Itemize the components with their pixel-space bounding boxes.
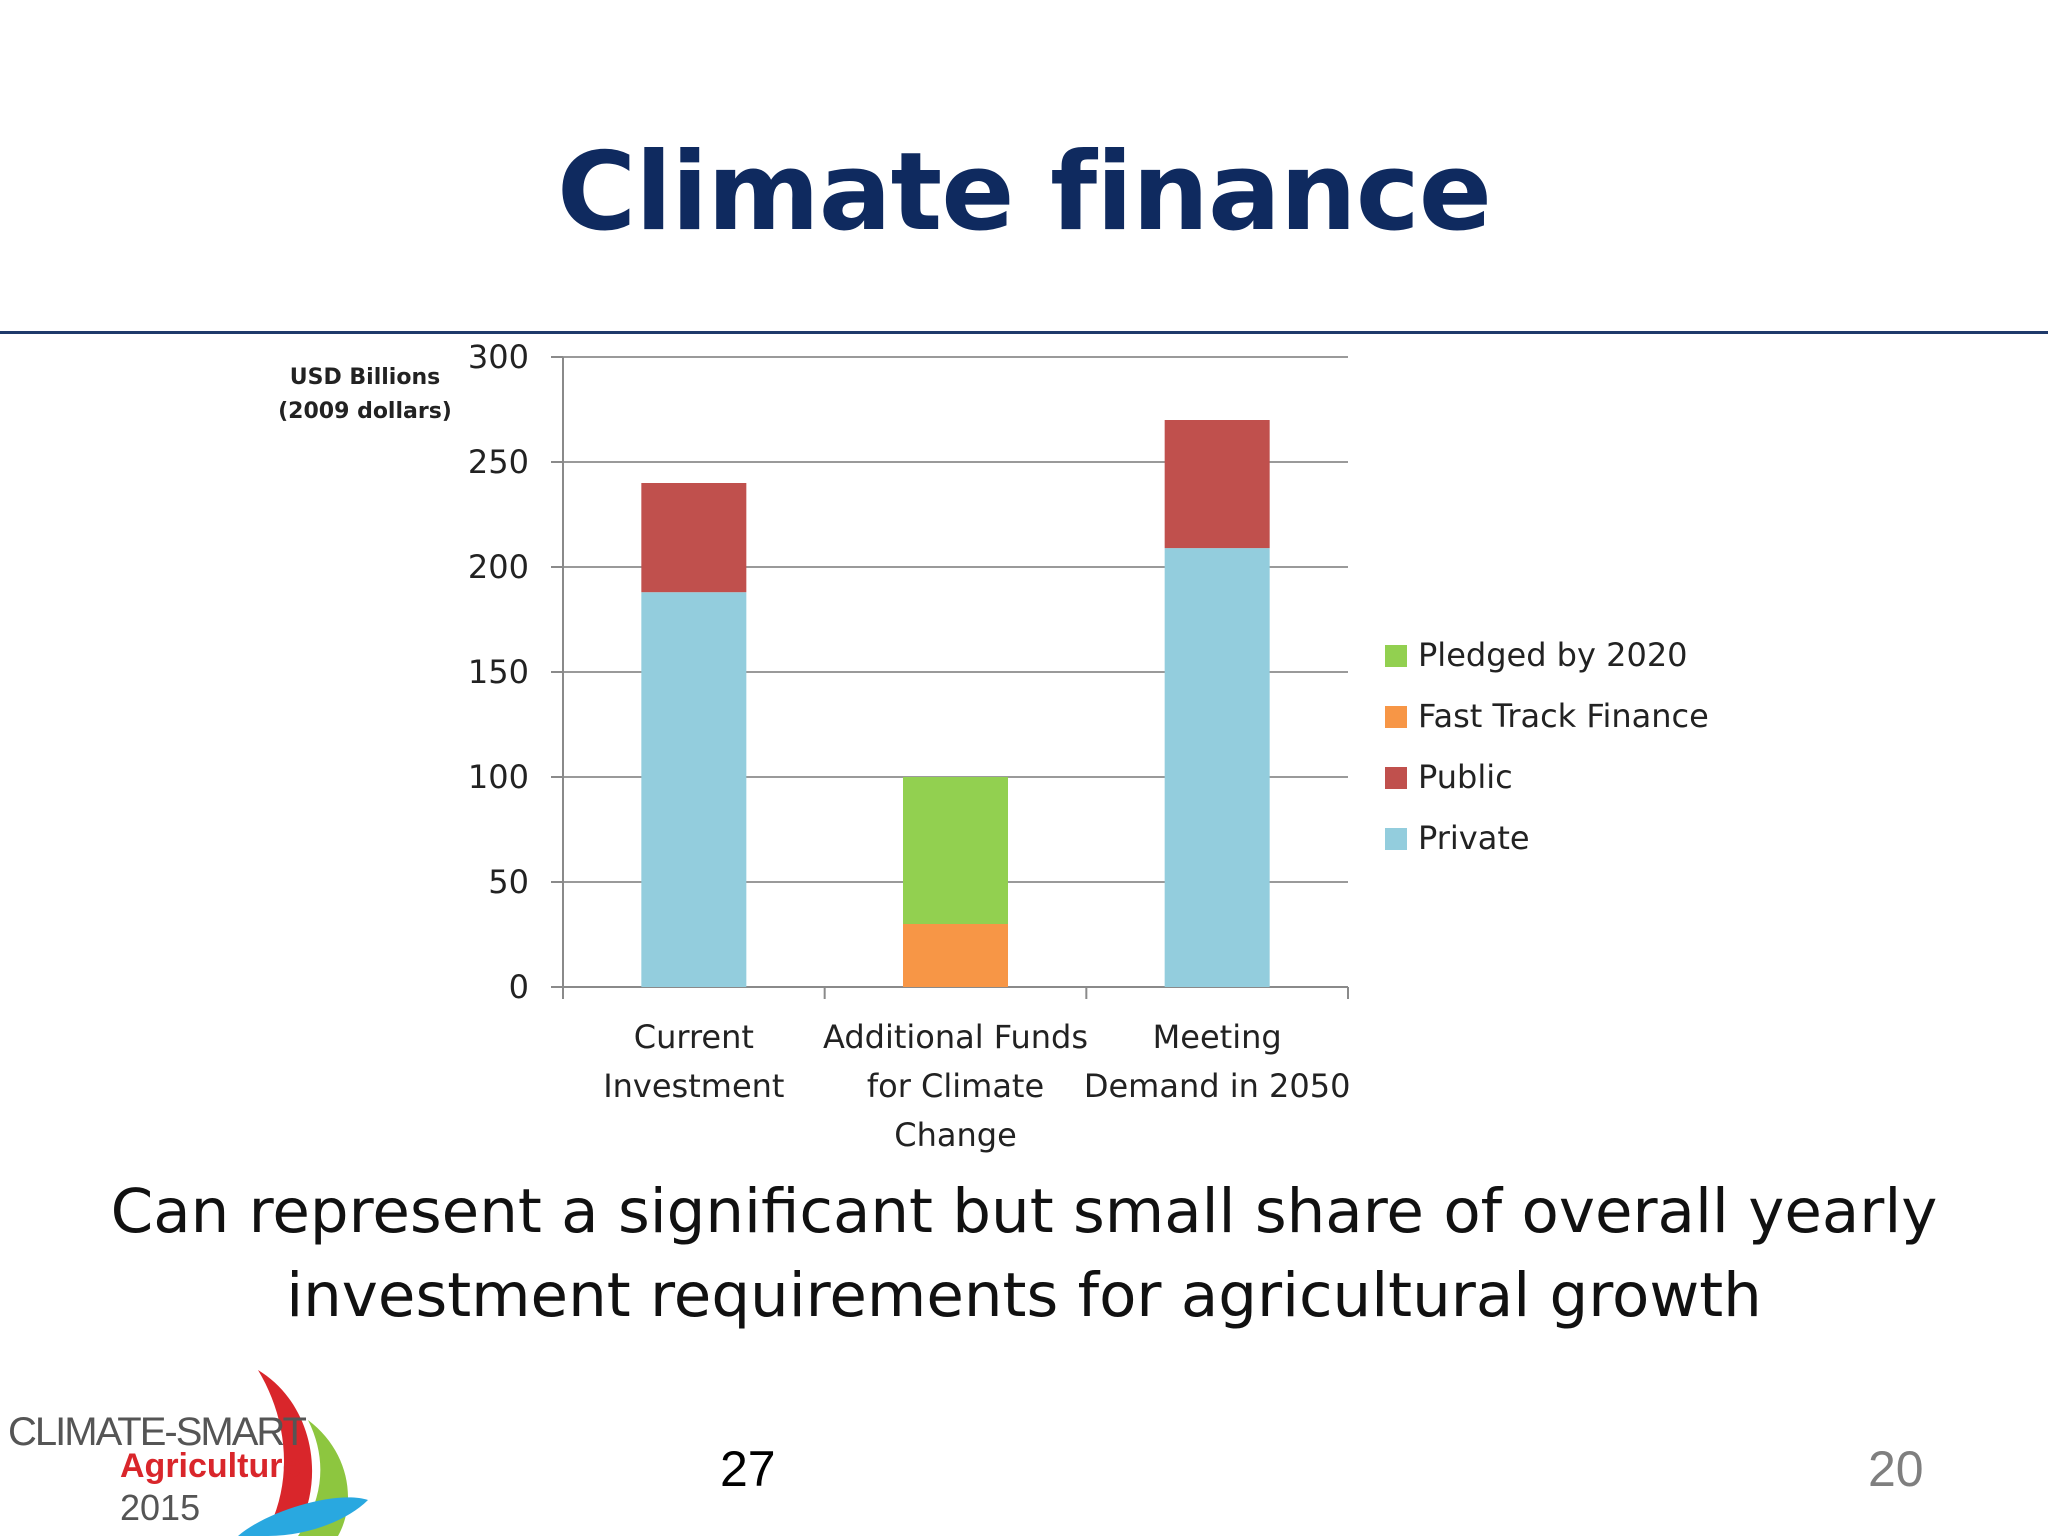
y-axis-label: USD Billions (2009 dollars) xyxy=(278,365,452,424)
slide-number: 20 xyxy=(1868,1441,1924,1497)
y-tick-label: 0 xyxy=(509,968,529,1006)
bar-segment-public xyxy=(641,483,747,593)
y-tick-label: 100 xyxy=(468,758,529,796)
legend-swatch xyxy=(1385,645,1407,667)
x-category-label: Meeting xyxy=(1153,1018,1282,1056)
y-tick-label: 250 xyxy=(468,443,529,481)
legend-swatch xyxy=(1385,828,1407,850)
climate-smart-logo-icon xyxy=(238,1370,368,1536)
legend: Pledged by 2020 Fast Track Finance Public P… xyxy=(1385,636,1709,857)
bar-segment-public xyxy=(1164,420,1270,549)
bar-segment-fast-track-finance xyxy=(903,924,1008,987)
footer-number: 27 xyxy=(720,1441,776,1497)
legend-label: Public xyxy=(1418,758,1513,796)
x-category-label: Demand in 2050 xyxy=(1084,1067,1351,1105)
y-axis-label-line: USD Billions xyxy=(290,365,440,390)
legend-label: Fast Track Finance xyxy=(1418,697,1709,735)
logo-text-climate-smart: CLIMATE-SMART xyxy=(8,1410,307,1454)
y-axis-label-line: (2009 dollars) xyxy=(278,399,452,424)
bar-segment-private xyxy=(641,592,747,987)
bar-segment-private xyxy=(1164,548,1270,987)
y-tick-label: 50 xyxy=(488,863,529,901)
bar-segment-pledged-by-2020 xyxy=(903,777,1008,924)
legend-label: Private xyxy=(1418,819,1530,857)
x-category-label: for Climate xyxy=(867,1067,1044,1105)
slide-caption: Can represent a significant but small sh… xyxy=(0,1170,2048,1338)
caption-line-2: investment requirements for agricultural… xyxy=(286,1260,1762,1331)
legend-label: Pledged by 2020 xyxy=(1418,636,1688,674)
logo-text-agriculture: Agriculture xyxy=(120,1447,302,1485)
legend-swatch xyxy=(1385,706,1407,728)
x-category-label: Additional Funds xyxy=(823,1018,1088,1056)
logo-text-year: 2015 xyxy=(120,1487,201,1528)
title-divider xyxy=(0,331,2048,334)
y-tick-label: 150 xyxy=(468,653,529,691)
x-category-label: Investment xyxy=(603,1067,784,1105)
x-category-label: Change xyxy=(894,1116,1017,1154)
x-category-labels: Current Investment Additional Funds for Cli… xyxy=(603,1018,1350,1154)
slide-title: Climate finance xyxy=(556,130,1492,255)
bars xyxy=(641,420,1270,987)
stacked-bar-chart: USD Billions (2009 dollars) 0 50 100 150 200 2… xyxy=(278,338,1709,1154)
x-category-label: Current xyxy=(634,1018,754,1056)
y-tick-label: 200 xyxy=(468,548,529,586)
legend-swatch xyxy=(1385,767,1407,789)
y-tick-labels: 0 50 100 150 200 250 300 xyxy=(468,338,529,1006)
caption-line-1: Can represent a significant but small sh… xyxy=(110,1176,1938,1247)
y-tick-label: 300 xyxy=(468,338,529,376)
